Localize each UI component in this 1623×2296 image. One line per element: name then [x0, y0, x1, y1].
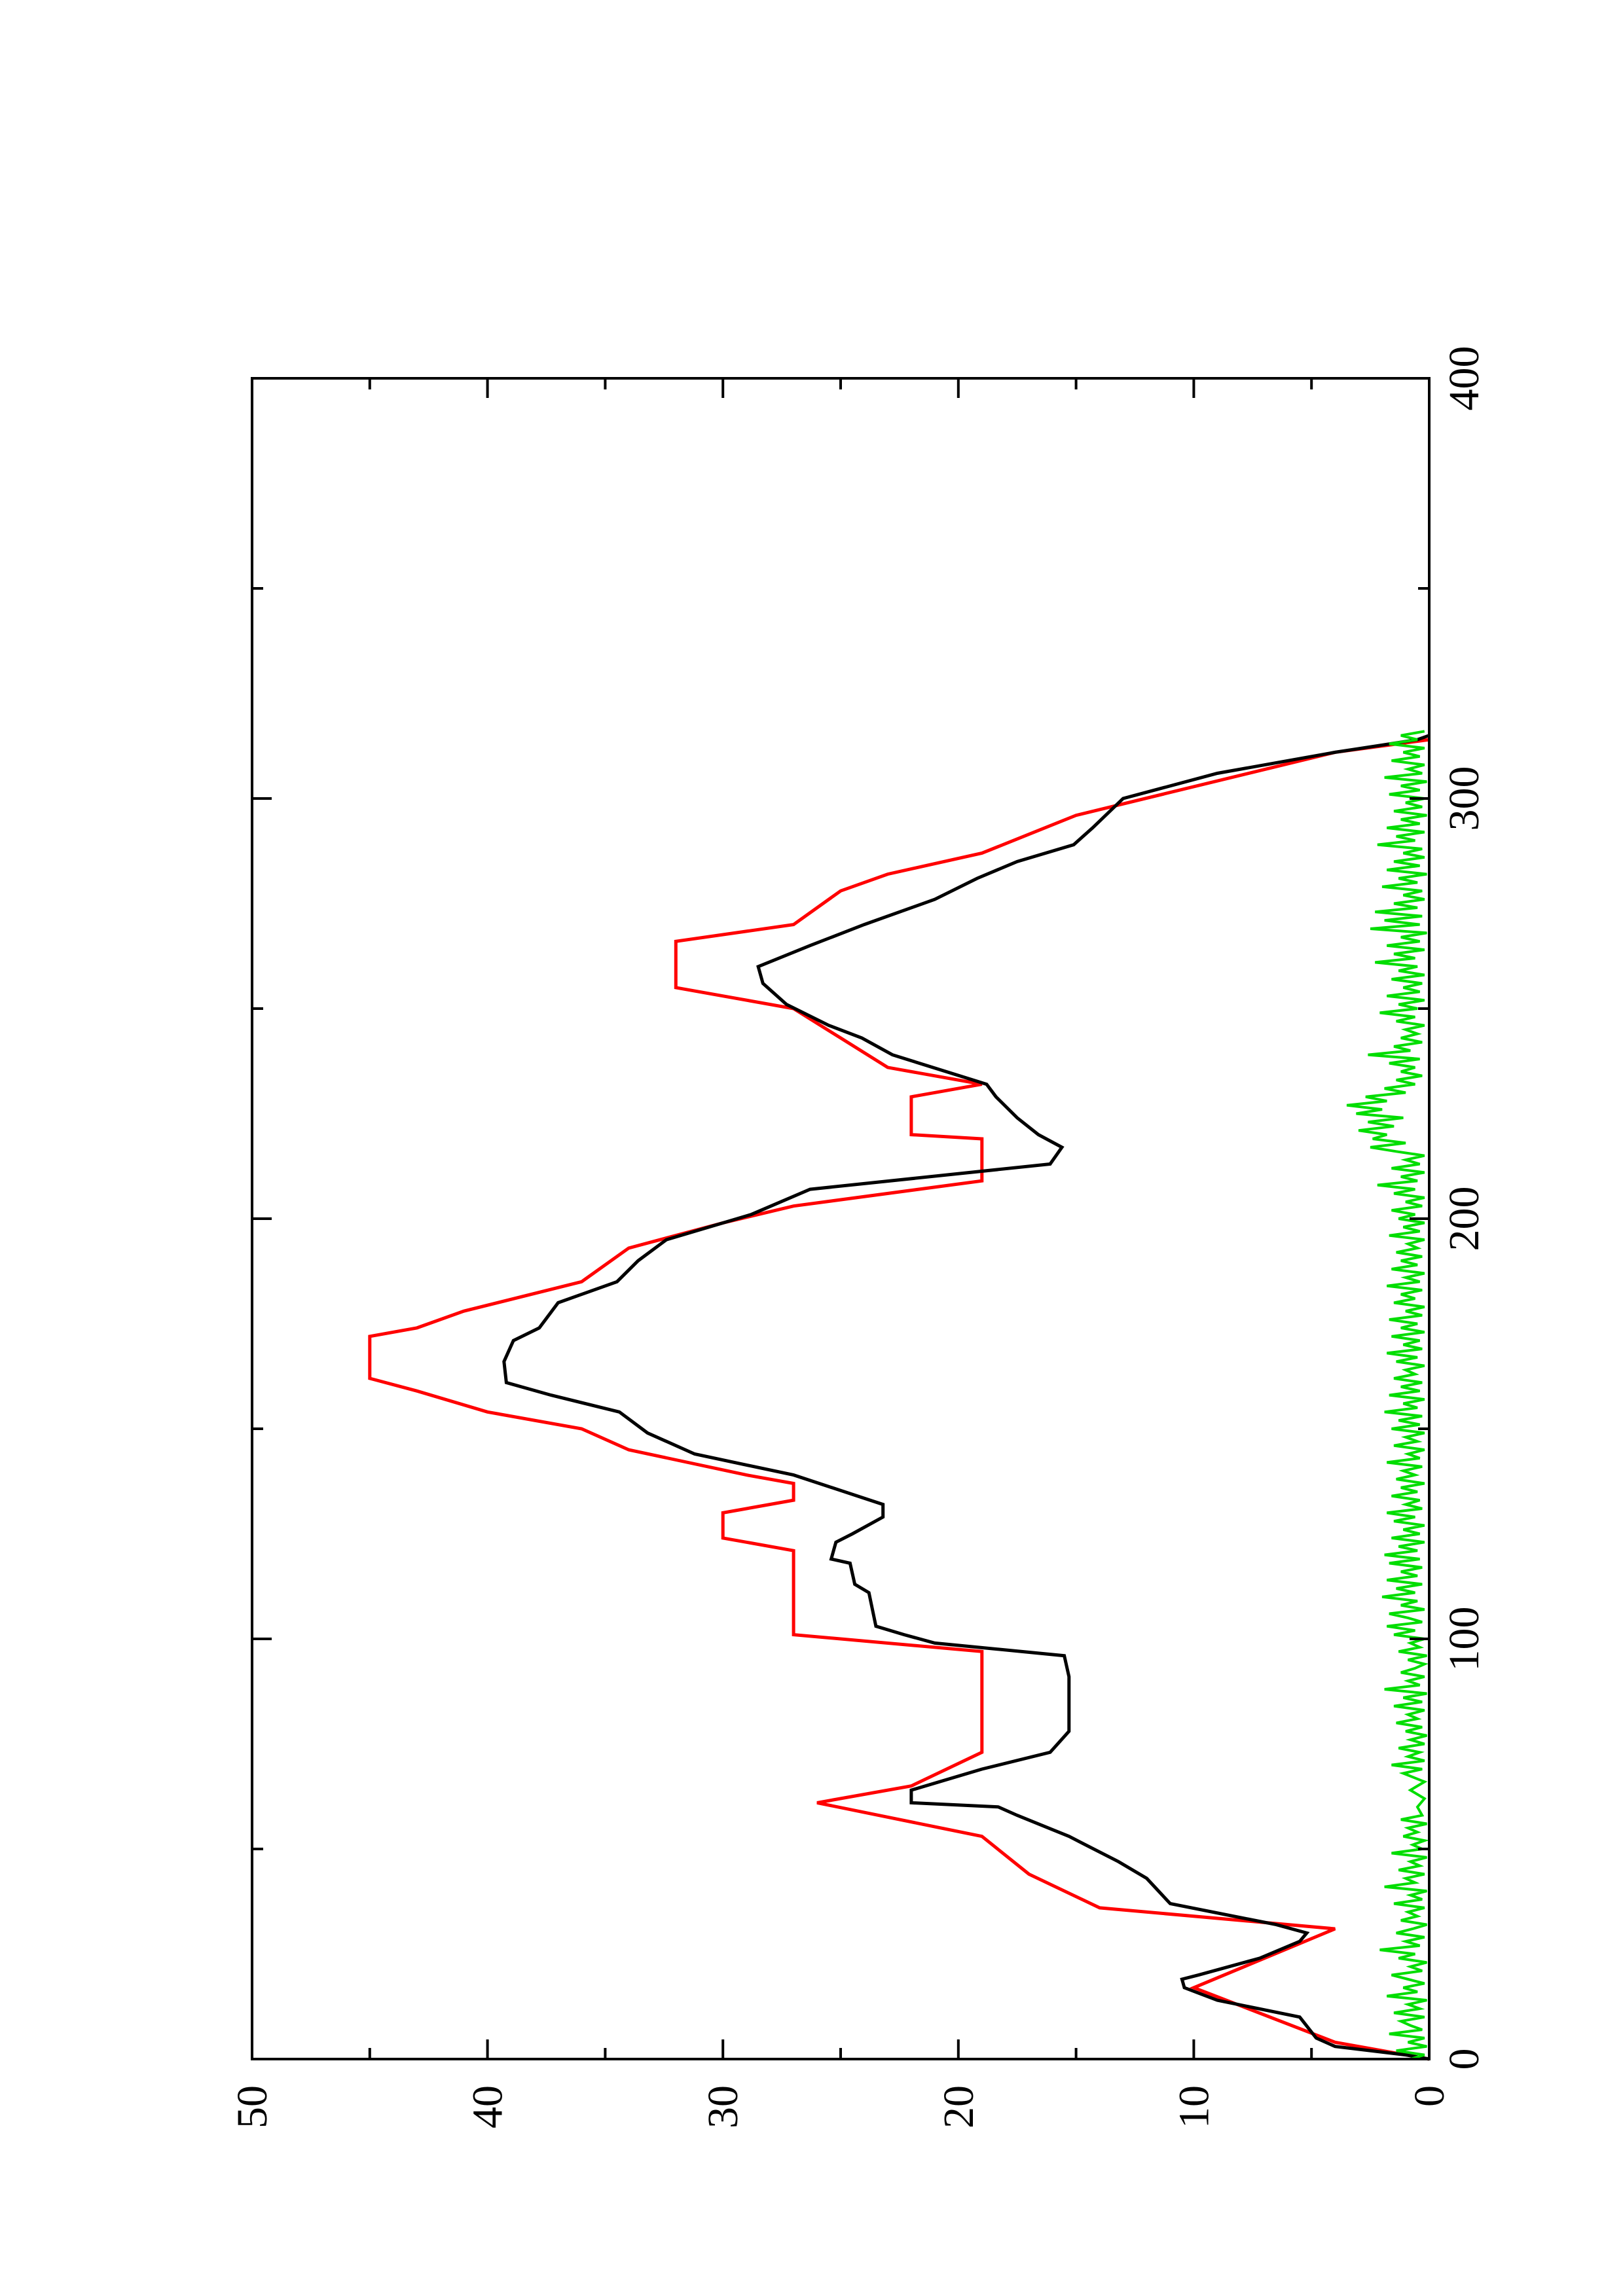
x-tick-label: 100 [1440, 1607, 1488, 1672]
y-tick-label: 10 [1170, 2085, 1218, 2128]
series-line-1 [502, 734, 1430, 2061]
series-line-0 [368, 738, 1430, 2061]
y-tick-label: 30 [699, 2085, 747, 2128]
y-tick-label: 0 [1406, 2085, 1453, 2107]
x-tick-label: 200 [1440, 1187, 1488, 1251]
y-tick-label: 20 [935, 2085, 983, 2128]
y-tick-label: 50 [228, 2085, 276, 2128]
series-line-2 [1346, 730, 1430, 2060]
x-tick-label: 300 [1440, 766, 1488, 831]
x-tick-label: 0 [1440, 2049, 1488, 2070]
axis-tick-labels: 0 100 200 300 400 0 10 20 30 40 50 [228, 346, 1488, 2129]
plot-area [251, 377, 1431, 2061]
x-tick-label: 400 [1440, 346, 1488, 411]
y-tick-label: 40 [464, 2085, 512, 2128]
axis-ticks [251, 377, 1431, 2060]
